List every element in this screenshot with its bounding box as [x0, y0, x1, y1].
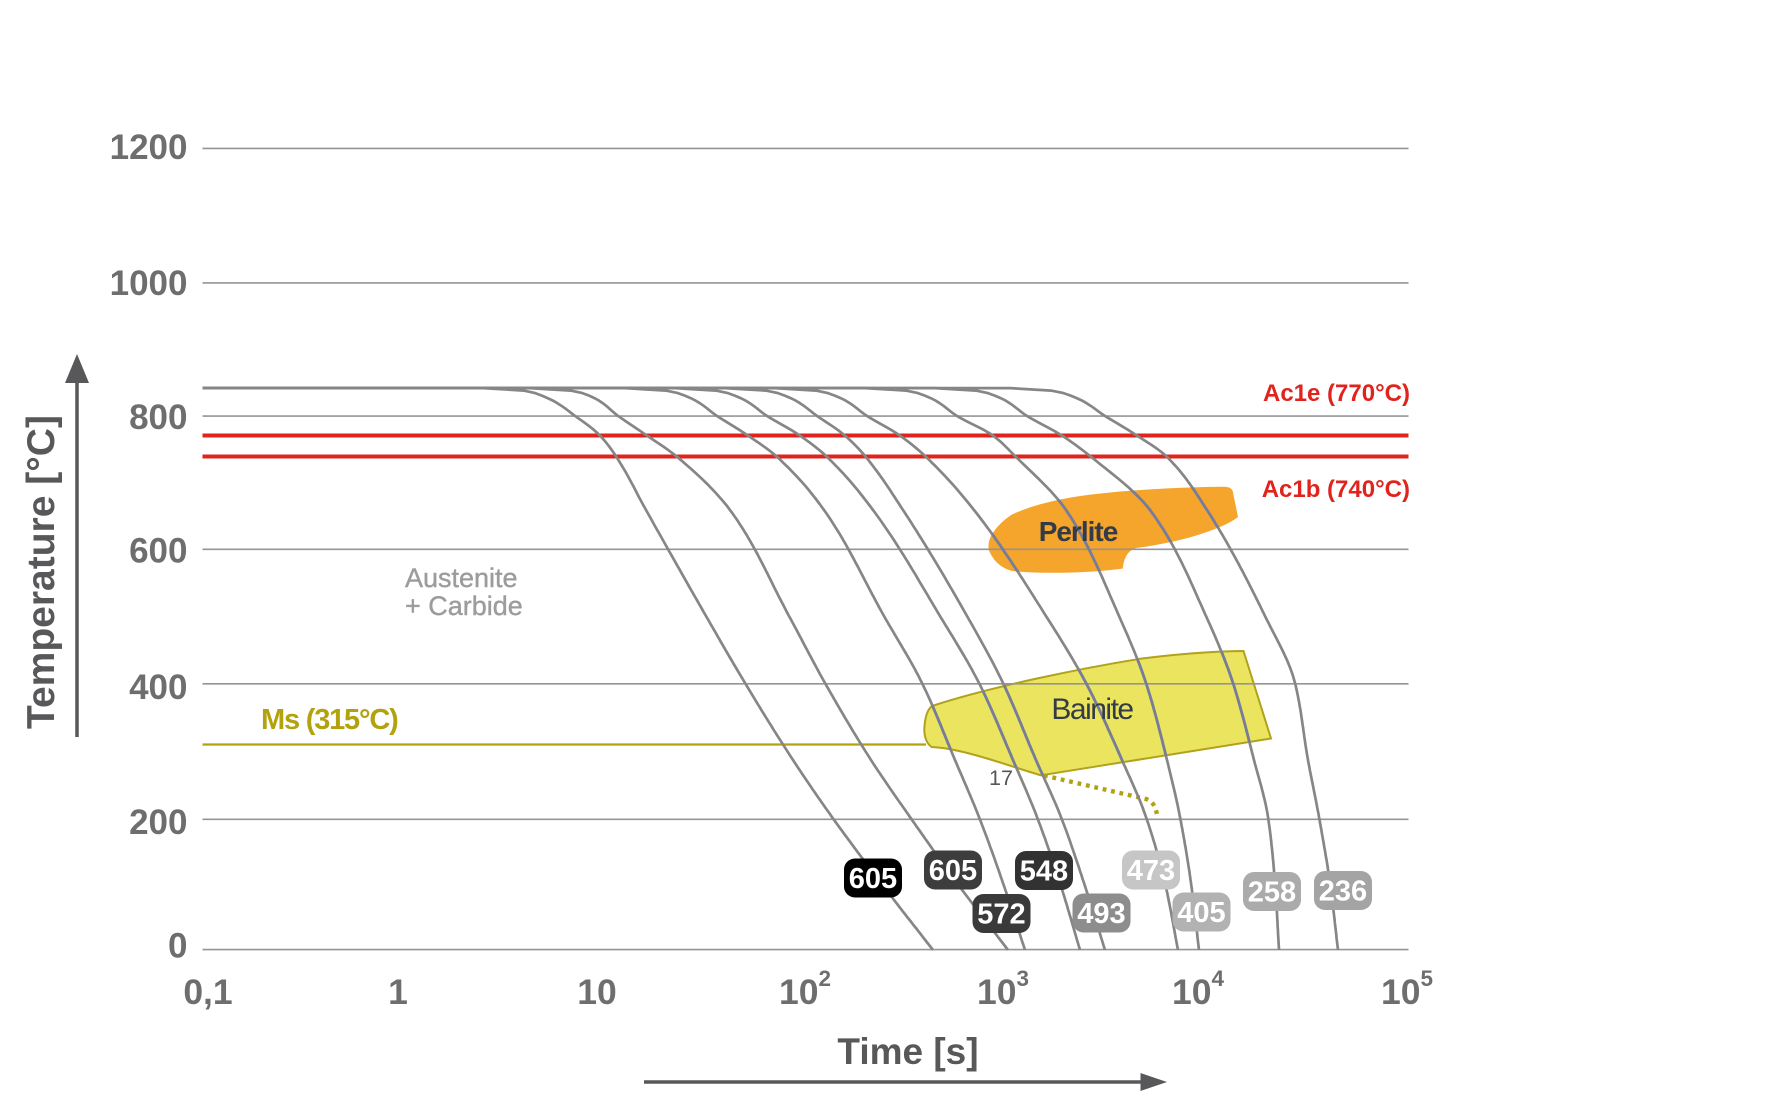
svg-text:493: 493 — [1077, 898, 1125, 930]
svg-text:17: 17 — [989, 766, 1013, 790]
svg-text:400: 400 — [129, 668, 187, 707]
svg-text:0: 0 — [168, 926, 187, 965]
svg-text:10: 10 — [577, 972, 617, 1012]
svg-text:Perlite: Perlite — [1039, 516, 1118, 547]
svg-text:572: 572 — [977, 899, 1025, 931]
svg-text:236: 236 — [1319, 876, 1367, 908]
svg-text:1000: 1000 — [110, 264, 188, 303]
svg-text:405: 405 — [1177, 897, 1225, 929]
svg-text:0,1: 0,1 — [183, 972, 232, 1012]
svg-text:1: 1 — [388, 972, 408, 1012]
svg-text:473: 473 — [1127, 855, 1175, 887]
svg-text:Time [s]: Time [s] — [837, 1031, 978, 1072]
svg-text:548: 548 — [1020, 856, 1068, 888]
svg-text:102: 102 — [779, 966, 831, 1012]
svg-text:Austenite: Austenite — [405, 563, 518, 593]
svg-text:Ac1b (740°C): Ac1b (740°C) — [1262, 476, 1410, 503]
svg-text:600: 600 — [129, 531, 187, 570]
svg-text:Bainite: Bainite — [1051, 693, 1133, 726]
svg-text:Ac1e (770°C): Ac1e (770°C) — [1263, 380, 1410, 407]
svg-text:258: 258 — [1248, 877, 1296, 909]
svg-text:605: 605 — [849, 863, 897, 895]
svg-text:Temperature [°C]: Temperature [°C] — [20, 415, 63, 729]
svg-text:1200: 1200 — [110, 128, 188, 167]
svg-text:200: 200 — [129, 803, 187, 842]
svg-text:605: 605 — [929, 855, 977, 887]
svg-text:800: 800 — [129, 398, 187, 437]
svg-text:+ Carbide: + Carbide — [405, 591, 523, 621]
svg-text:Ms (315°C): Ms (315°C) — [261, 704, 398, 736]
